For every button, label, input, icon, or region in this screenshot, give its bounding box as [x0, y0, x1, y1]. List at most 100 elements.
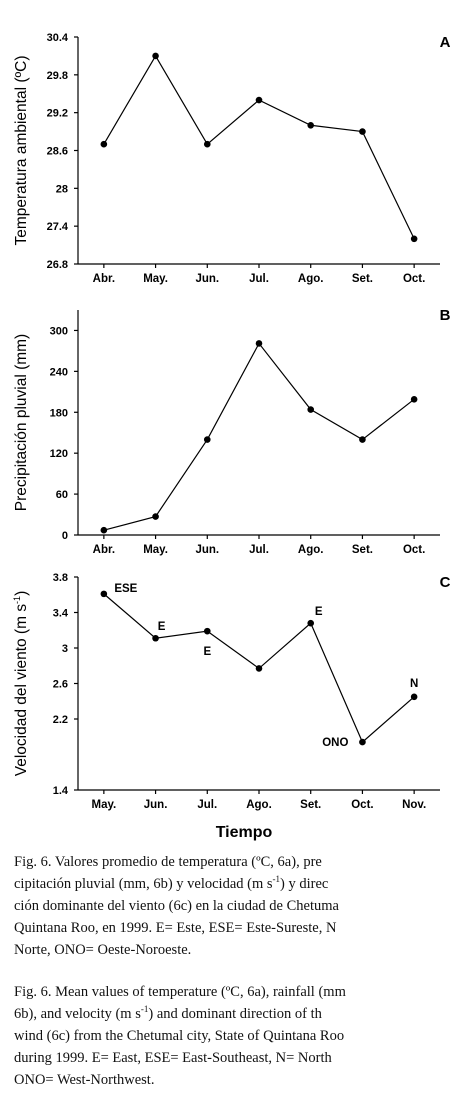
y-tick-label: 2.2	[53, 714, 68, 726]
caption-text: ONO= West-Northwest.	[14, 1072, 155, 1088]
caption-text: Fig. 6. Valores promedio de temperatura …	[14, 854, 322, 870]
panel-label: C	[440, 574, 451, 591]
y-tick-label: 240	[50, 366, 68, 378]
y-tick-label: 3.4	[53, 608, 69, 620]
y-tick-label: 2.6	[53, 679, 68, 691]
point-label: E	[203, 646, 211, 658]
y-tick-label: 28.6	[47, 146, 68, 158]
y-tick-label: 29.2	[47, 108, 68, 120]
caption-line: Fig. 6. Mean values of temperature (ºC, …	[14, 981, 453, 1003]
y-tick-label: 60	[56, 489, 68, 501]
x-tick-label: Jul.	[249, 544, 269, 556]
series-line	[103, 54, 415, 240]
y-axis-label: Velocidad del viento (m s-1)	[12, 591, 30, 777]
data-point	[203, 627, 211, 635]
caption-text: during 1999. E= East, ESE= East-Southeas…	[14, 1050, 332, 1066]
y-tick-label: 30.4	[47, 32, 69, 44]
data-point	[100, 140, 108, 148]
x-tick-label: May.	[143, 544, 168, 556]
caption-line: Norte, ONO= Oeste-Noroeste.	[14, 939, 453, 961]
x-tick-label: Set.	[352, 273, 373, 285]
x-tick-label: Ago.	[246, 799, 272, 811]
data-point	[255, 96, 263, 104]
caption-es: Fig. 6. Valores promedio de temperatura …	[14, 851, 453, 961]
caption-text: cipitación pluvial (mm, 6b) y velocidad …	[14, 876, 273, 892]
series-line	[103, 342, 415, 531]
x-tick-label: Oct.	[403, 273, 425, 285]
point-label: E	[315, 606, 323, 618]
data-point	[100, 590, 108, 598]
data-point	[152, 52, 159, 60]
data-point	[152, 634, 159, 642]
y-axis-label: Temperatura ambiental (ºC)	[13, 55, 30, 245]
x-tick-label: Nov.	[402, 799, 426, 811]
panel-label: A	[440, 34, 451, 51]
y-tick-label: 0	[62, 530, 68, 542]
x-tick-label: Jul.	[197, 799, 217, 811]
x-tick-label: Jul.	[249, 273, 269, 285]
caption-line: Fig. 6. Valores promedio de temperatura …	[14, 851, 453, 873]
y-tick-label: 28	[56, 183, 68, 195]
data-point	[100, 526, 108, 534]
x-tick-label: Set.	[352, 544, 373, 556]
data-point	[255, 665, 263, 672]
caption-text: Fig. 6. Mean values of temperature (ºC, …	[14, 984, 346, 1000]
data-point	[203, 436, 211, 443]
data-point	[307, 619, 315, 627]
x-tick-label: Ago.	[298, 273, 324, 285]
x-tick-label: Jun.	[144, 799, 168, 811]
data-point	[410, 693, 418, 701]
y-axis-label-part: Temperatura ambiental (ºC)	[13, 55, 30, 245]
y-tick-label: 26.8	[47, 259, 68, 271]
x-tick-label: Oct.	[351, 799, 373, 811]
y-tick-label: 1.4	[53, 785, 69, 797]
caption-text: -1	[140, 1004, 149, 1015]
caption-text: -1	[272, 874, 281, 885]
data-point	[359, 128, 366, 135]
x-tick-label: Abr.	[93, 544, 115, 556]
y-tick-label: 3.8	[53, 572, 68, 584]
x-tick-label: Oct.	[403, 544, 425, 556]
caption-en: Fig. 6. Mean values of temperature (ºC, …	[14, 981, 453, 1091]
y-tick-label: 120	[50, 448, 68, 460]
data-point	[307, 121, 315, 129]
y-axis-label-part: -1	[12, 596, 22, 604]
data-point	[255, 340, 263, 347]
data-point	[359, 436, 366, 443]
caption-text: Quintana Roo, en 1999. E= Este, ESE= Est…	[14, 920, 337, 936]
y-axis-label-part: Precipitación pluvial (mm)	[13, 334, 30, 511]
y-axis-label: Precipitación pluvial (mm)	[13, 334, 30, 511]
x-tick-label: May.	[91, 799, 116, 811]
caption-line: wind (6c) from the Chetumal city, State …	[14, 1025, 453, 1047]
data-point	[307, 406, 315, 413]
x-tick-label: Jun.	[195, 544, 219, 556]
point-label: ONO	[322, 737, 348, 749]
data-point	[203, 140, 211, 148]
x-tick-label: Set.	[300, 799, 321, 811]
y-tick-label: 180	[50, 407, 68, 419]
y-tick-label: 300	[50, 325, 68, 337]
point-label: E	[158, 621, 166, 633]
caption-text: ) y direc	[280, 876, 329, 892]
caption-text: ) and dominant direction of th	[148, 1006, 322, 1022]
panel-label: B	[440, 307, 451, 324]
caption-text: 6b), and velocity (m s	[14, 1006, 141, 1022]
y-tick-label: 27.4	[47, 221, 69, 233]
caption-text: ción dominante del viento (6c) en la ciu…	[14, 898, 339, 914]
x-tick-label: Ago.	[298, 544, 324, 556]
point-label: N	[410, 678, 418, 690]
x-tick-label: Jun.	[195, 273, 219, 285]
x-tick-label: May.	[143, 273, 168, 285]
figure: 26.8 27.4 28 28.6 29.2 29.8 30.4 Abr. May. Jun. Ju…	[12, 32, 451, 841]
y-tick-label: 3	[62, 643, 68, 655]
caption-line: ción dominante del viento (6c) en la ciu…	[14, 895, 453, 917]
point-label: ESE	[114, 583, 137, 595]
caption-text: Norte, ONO= Oeste-Noroeste.	[14, 942, 192, 958]
data-point	[410, 235, 418, 243]
y-tick-label: 29.8	[47, 70, 68, 82]
caption-line: Quintana Roo, en 1999. E= Este, ESE= Est…	[14, 917, 453, 939]
caption-line: during 1999. E= East, ESE= East-Southeas…	[14, 1047, 453, 1069]
x-tick-label: Abr.	[93, 273, 115, 285]
caption-line: cipitación pluvial (mm, 6b) y velocidad …	[14, 873, 453, 895]
